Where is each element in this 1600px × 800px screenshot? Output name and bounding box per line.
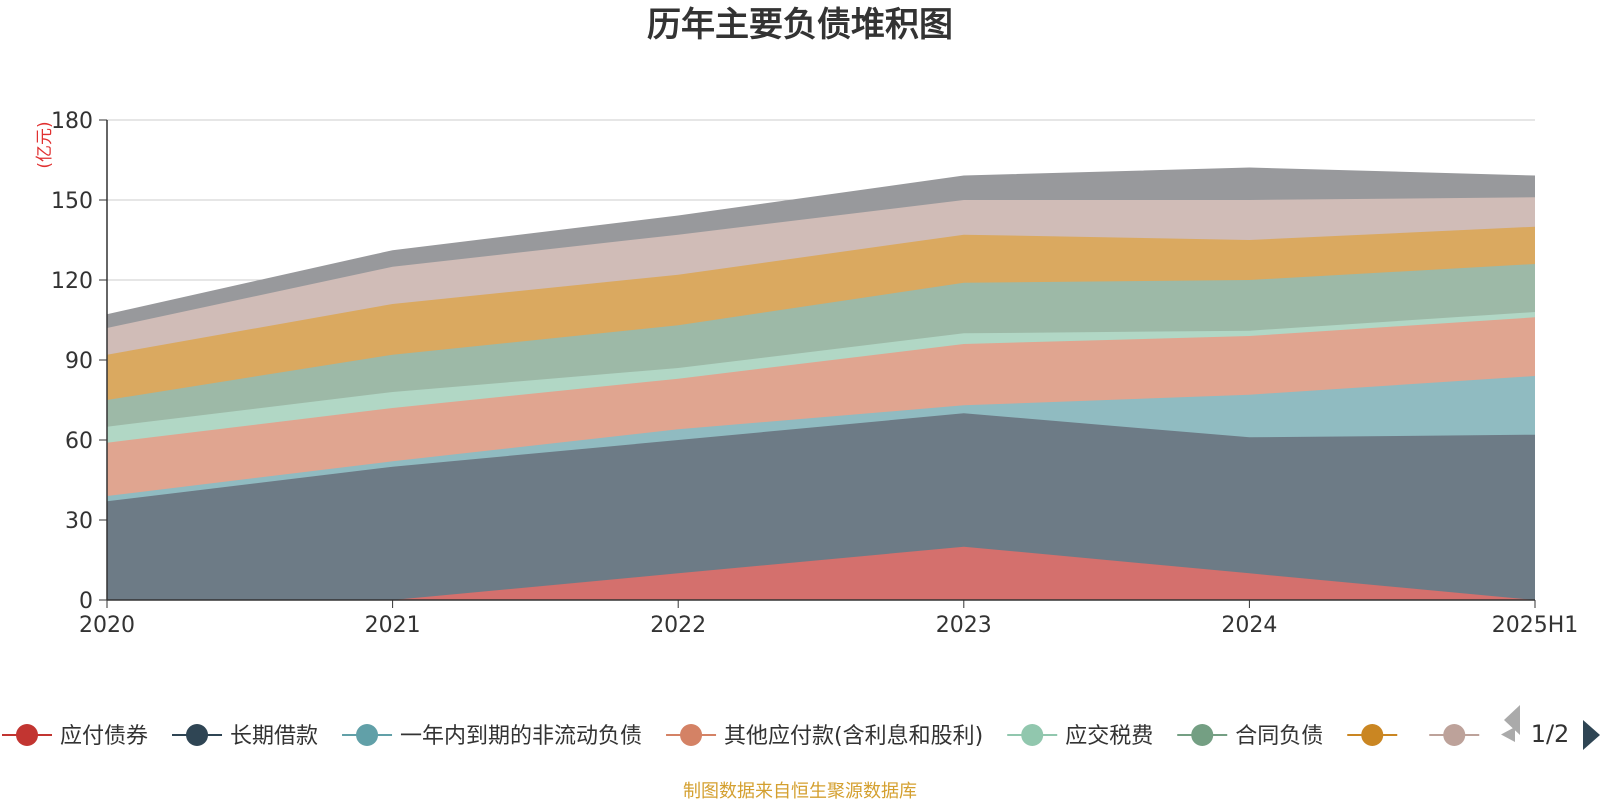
x-tick-label: 2023 bbox=[936, 613, 992, 638]
legend-prev-page-icon[interactable] bbox=[1501, 727, 1515, 742]
legend-marker bbox=[1443, 724, 1466, 746]
legend-label: 合同负债 bbox=[1235, 724, 1323, 749]
axes: 0 30 60 90 120 150 180 2020 2021 2022 2023 2024 2025… bbox=[51, 109, 1578, 638]
series-area-6 bbox=[107, 264, 1535, 427]
y-tick-label: 0 bbox=[79, 589, 93, 614]
series-area-8 bbox=[107, 197, 1535, 355]
legend-label: 其他应付款(含利息和股利) bbox=[724, 724, 983, 749]
chart-title: 历年主要负债堆积图 bbox=[647, 5, 953, 45]
legend-item[interactable]: 应付债券 bbox=[2, 724, 148, 749]
legend-marker bbox=[680, 724, 703, 746]
series-area-9 bbox=[107, 168, 1535, 328]
legend-label: 长期借款 bbox=[230, 724, 318, 749]
series-area-1 bbox=[107, 546, 1535, 600]
data-source-note: 制图数据来自恒生聚源数据库 bbox=[683, 781, 917, 800]
series-area-7 bbox=[107, 226, 1535, 400]
legend-marker bbox=[186, 724, 209, 746]
legend-item[interactable] bbox=[1347, 724, 1398, 746]
y-tick-label: 180 bbox=[51, 109, 93, 134]
y-tick-label: 120 bbox=[51, 269, 93, 294]
x-tick-label: 2021 bbox=[365, 613, 421, 638]
legend-marker bbox=[1191, 724, 1214, 746]
x-tick-label: 2020 bbox=[79, 613, 135, 638]
series-line-9 bbox=[106, 167, 1536, 316]
legend-item[interactable]: 合同负债 bbox=[1177, 724, 1323, 749]
x-tick-label: 2024 bbox=[1221, 613, 1277, 638]
y-tick-label: 60 bbox=[65, 429, 93, 454]
y-tick-label: 30 bbox=[65, 509, 93, 534]
legend-marker bbox=[1021, 724, 1044, 746]
series-area-2 bbox=[107, 413, 1535, 600]
legend-pager: 1/2 bbox=[1501, 705, 1600, 750]
series-area-3 bbox=[107, 376, 1535, 502]
legend-label: 应付债券 bbox=[60, 724, 148, 749]
legend-page-indicator: 1/2 bbox=[1531, 720, 1570, 748]
x-tick-label: 2022 bbox=[650, 613, 706, 638]
legend-marker bbox=[356, 724, 379, 746]
y-axis-unit: (亿元) bbox=[35, 121, 55, 168]
legend-item[interactable]: 一年内到期的非流动负债 bbox=[342, 724, 642, 749]
legend-label: 一年内到期的非流动负债 bbox=[400, 724, 642, 749]
series-area-5 bbox=[107, 312, 1535, 443]
legend: 应付债券 长期借款 一年内到期的非流动负债 其他应付款(含利息和股利) 应交税费 合同负债 bbox=[2, 724, 1480, 749]
legend-marker bbox=[1361, 724, 1384, 746]
legend-item[interactable]: 应交税费 bbox=[1007, 724, 1153, 749]
x-tick-label: 2025H1 bbox=[1492, 613, 1579, 638]
legend-label: 应交税费 bbox=[1065, 724, 1153, 749]
legend-item[interactable] bbox=[1429, 724, 1480, 746]
legend-item[interactable]: 长期借款 bbox=[172, 724, 318, 749]
legend-prev-arrow-icon[interactable] bbox=[1504, 705, 1520, 735]
series-area-4 bbox=[107, 317, 1535, 496]
legend-marker bbox=[16, 724, 38, 746]
legend-next-page-icon[interactable] bbox=[1583, 720, 1600, 750]
y-tick-label: 90 bbox=[65, 349, 93, 374]
legend-items: 应付债券 长期借款 一年内到期的非流动负债 其他应付款(含利息和股利) 应交税费 合同负债 bbox=[2, 724, 1480, 749]
y-tick-label: 150 bbox=[51, 189, 93, 214]
series-areas bbox=[106, 167, 1536, 601]
legend-item[interactable]: 其他应付款(含利息和股利) bbox=[666, 724, 983, 749]
